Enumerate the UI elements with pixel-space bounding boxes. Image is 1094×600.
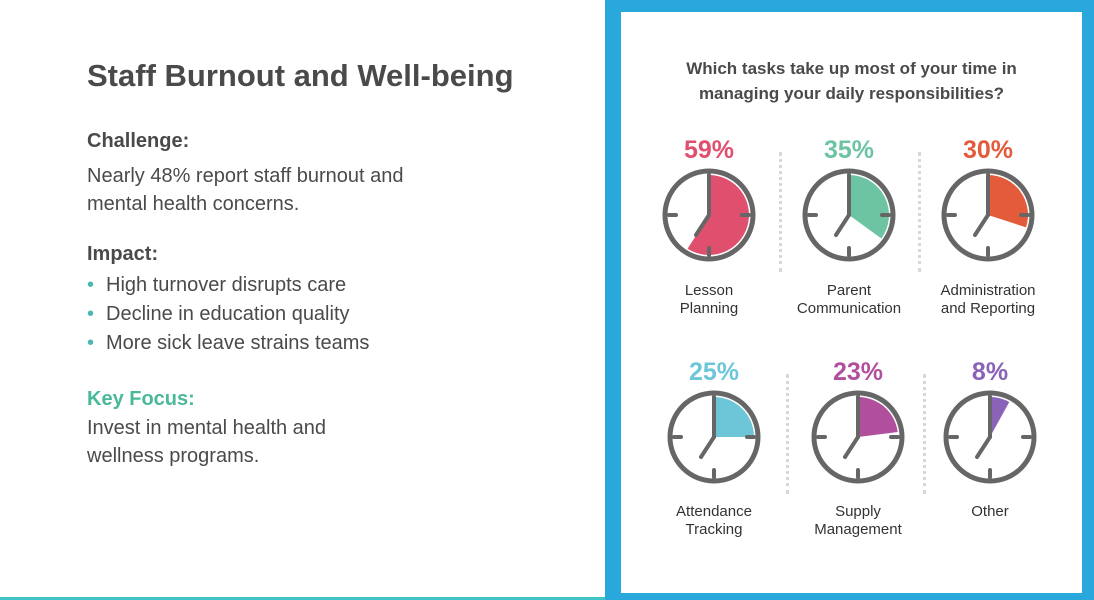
bottom-accent-line [0,597,605,600]
category-label: Attendance Tracking [644,503,784,539]
key-focus-label: Key Focus: [87,388,195,410]
category-label-line: Communication [796,300,902,317]
category-label-line: Management [814,521,902,538]
percent-label: 8% [971,358,1009,386]
challenge-line: Nearly 48% report staff burnout and [87,165,404,187]
category-label-line: Planning [679,300,739,317]
infographic-frame: Which tasks take up most of your time in… [605,0,1094,600]
percent-label: 59% [683,136,735,164]
category-label: Lesson Planning [639,282,779,318]
category-label: Administration and Reporting [918,282,1058,318]
challenge-line: mental health concerns. [87,193,300,215]
category-label-line: Other [971,503,1009,520]
category-label-line: Tracking [685,521,743,538]
clock-chart [941,168,1035,262]
hour-hand [973,213,990,237]
category-label-line: and Reporting [940,300,1036,317]
divider [923,374,926,494]
impact-bullet: High turnover disrupts care [87,271,369,300]
divider [779,152,782,272]
clock-chart [667,390,761,484]
pie-slice [849,175,889,239]
pie-slice [687,175,749,255]
impact-bullet: More sick leave strains teams [87,329,369,358]
clock-face [802,168,896,262]
category-label-line: Lesson [684,282,734,299]
hour-hand [834,213,851,237]
key-focus-line: Invest in mental health and [87,417,327,439]
page-title: Staff Burnout and Well-being [87,58,514,93]
category-label: Other [920,503,1060,521]
clock-face [943,390,1037,484]
pie-slice [988,175,1028,228]
infographic-panel: Which tasks take up most of your time in… [621,12,1082,593]
key-focus-text: Invest in mental health and wellness pro… [87,414,326,470]
percent-label: 30% [962,136,1014,164]
impact-label: Impact: [87,243,159,265]
challenge-text: Nearly 48% report staff burnout and ment… [87,162,403,218]
hour-hand [843,435,860,459]
chart-title-line: managing your daily responsibilities? [698,84,1005,103]
impact-bullet: Decline in education quality [87,300,369,329]
clock-chart [662,168,756,262]
hour-hand [694,213,711,237]
divider [786,374,789,494]
key-focus-line: wellness programs. [87,445,260,467]
clock-face [941,168,1035,262]
impact-list: High turnover disrupts care Decline in e… [87,271,369,358]
category-label-line: Supply [835,503,881,520]
hour-hand [975,435,992,459]
clock-face [811,390,905,484]
clock-chart [943,390,1037,484]
clock-face [667,390,761,484]
clock-face [662,168,756,262]
percent-label: 25% [688,358,740,386]
pie-slice [858,397,898,437]
clock-chart [811,390,905,484]
challenge-label: Challenge: [87,130,190,152]
category-label: Supply Management [788,503,928,539]
chart-title-line: Which tasks take up most of your time in [686,59,1017,78]
category-label-line: Administration [940,282,1036,299]
pie-slice [714,397,754,437]
percent-label: 23% [832,358,884,386]
category-label-line: Parent [826,282,872,299]
clock-chart [802,168,896,262]
category-label-line: Attendance [676,503,752,520]
chart-title: Which tasks take up most of your time in… [621,56,1082,106]
divider [918,152,921,272]
pie-slice [990,397,1010,437]
percent-label: 35% [823,136,875,164]
category-label: Parent Communication [779,282,919,318]
hour-hand [699,435,716,459]
